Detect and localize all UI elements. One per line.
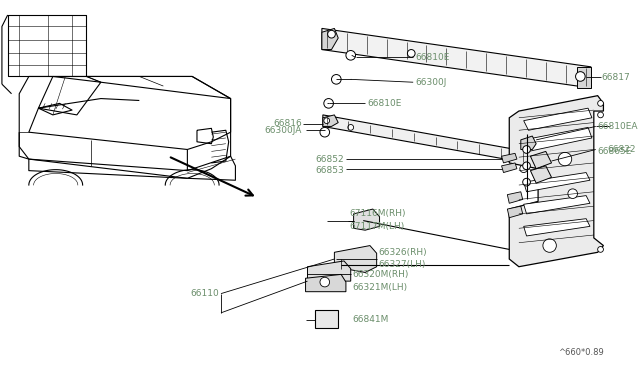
Polygon shape [577,67,591,88]
Polygon shape [334,246,377,272]
Circle shape [520,165,527,173]
Text: 66300JA: 66300JA [264,126,301,135]
Text: 66841M: 66841M [353,315,389,324]
Circle shape [598,100,604,106]
Text: 66852: 66852 [316,155,344,164]
Text: 67117M(LH): 67117M(LH) [349,222,405,231]
Polygon shape [524,127,592,151]
Polygon shape [508,206,523,218]
Polygon shape [315,310,338,328]
Polygon shape [524,108,592,130]
Polygon shape [524,219,590,236]
Circle shape [523,178,531,186]
Text: 66300J: 66300J [415,78,447,87]
Polygon shape [305,275,346,292]
Polygon shape [531,151,552,169]
Circle shape [320,127,330,137]
Polygon shape [323,115,338,126]
Circle shape [575,72,585,81]
Circle shape [324,99,333,108]
Circle shape [348,125,354,130]
Circle shape [324,118,330,124]
Circle shape [320,277,330,287]
Polygon shape [502,153,517,163]
Polygon shape [322,28,338,49]
Polygon shape [509,96,604,267]
Polygon shape [531,166,552,183]
Polygon shape [354,209,380,230]
Circle shape [328,31,335,38]
Text: 66822: 66822 [607,145,636,154]
Circle shape [523,146,531,153]
Polygon shape [524,173,590,192]
Polygon shape [521,136,536,150]
Circle shape [598,247,604,252]
Text: 66810E: 66810E [415,53,449,62]
Polygon shape [502,163,517,173]
Text: 66853: 66853 [316,166,344,175]
Circle shape [543,239,556,252]
Circle shape [332,74,341,84]
Polygon shape [323,115,527,163]
Circle shape [408,49,415,57]
Text: 66321M(LH): 66321M(LH) [353,283,408,292]
Text: 66817: 66817 [602,73,630,82]
Circle shape [523,162,531,170]
Text: 67116M(RH): 67116M(RH) [349,209,406,218]
Text: ^660*0.89: ^660*0.89 [557,348,604,357]
Circle shape [598,112,604,118]
Polygon shape [524,196,590,214]
Text: 66320M(RH): 66320M(RH) [353,270,409,279]
Text: 66326(RH): 66326(RH) [379,248,428,257]
Text: 66327(LH): 66327(LH) [379,260,426,269]
Text: 66110: 66110 [190,289,219,298]
Circle shape [346,51,356,60]
Polygon shape [508,192,523,203]
Circle shape [558,153,572,166]
Polygon shape [307,261,351,281]
Text: 66810EA: 66810EA [598,122,638,131]
Circle shape [568,189,577,199]
Text: 66865E: 66865E [598,147,632,156]
Text: 66816: 66816 [273,119,301,128]
Polygon shape [322,28,591,88]
Text: 66810E: 66810E [367,99,401,108]
